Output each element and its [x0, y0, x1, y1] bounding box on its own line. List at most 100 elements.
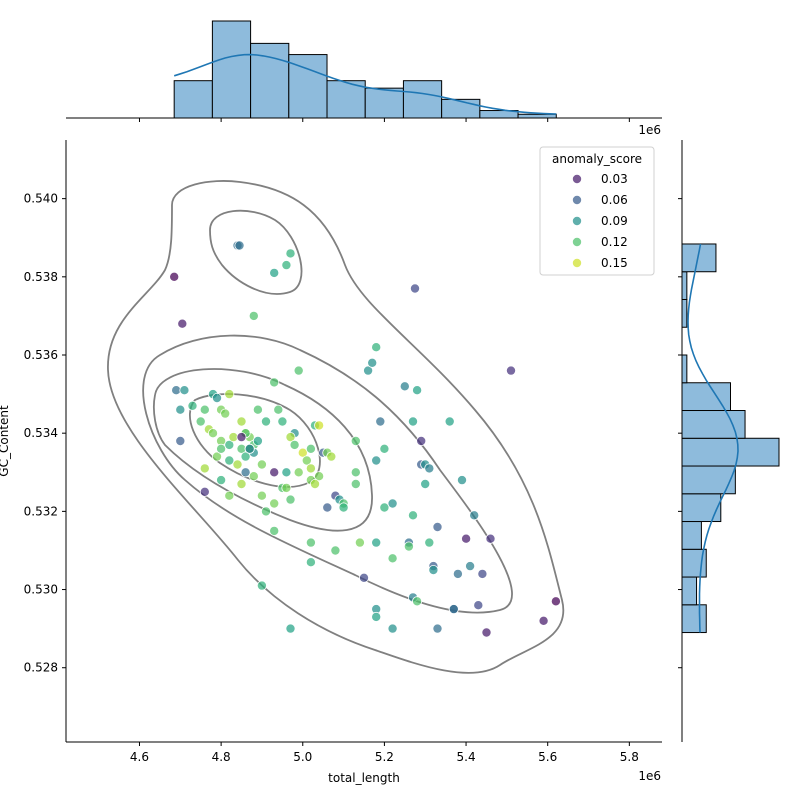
scatter-point-93: [371, 342, 382, 353]
scatter-point-16: [211, 392, 222, 403]
right-hist-bar-12: [681, 271, 688, 300]
scatter-point-7: [248, 310, 259, 321]
x-tick-label-6: 5.8: [620, 750, 639, 764]
x-tick-label-0: 4.6: [130, 750, 149, 764]
scatter-point-83: [322, 502, 333, 513]
right-marginal-histogram: [678, 140, 780, 742]
scatter-point-133: [387, 623, 398, 634]
right-hist-bar-5: [681, 465, 736, 495]
scatter-point-82: [309, 478, 320, 489]
scatter-point-72: [314, 471, 325, 482]
scatter-point-6: [285, 248, 296, 259]
scatter-point-14: [199, 404, 210, 415]
scatter-point-135: [412, 596, 423, 607]
scatter-point-75: [326, 451, 337, 462]
main-axes: 4.6 4.8 5.0 5.2 5.4 5.6 5.8 0.528 0.530 0.532 0.53…: [24, 140, 662, 764]
scatter-point-138: [448, 604, 459, 615]
x-tick-label-1: 4.8: [212, 750, 231, 764]
scatter-point-35: [175, 435, 186, 446]
y-tick-label-0: 0.528: [24, 661, 58, 675]
scatter-point-0: [169, 271, 180, 282]
scatter-point-90: [350, 435, 361, 446]
scatter-point-111: [461, 533, 472, 544]
x-offset-label: 1e6: [638, 769, 661, 783]
scatter-point-110: [456, 475, 467, 486]
scatter-point-65: [293, 467, 304, 478]
y-tick-label-1: 0.530: [24, 583, 58, 597]
scatter-point-113: [485, 533, 496, 544]
scatter-point-46: [240, 451, 251, 462]
scatter-point-129: [256, 580, 267, 591]
scatter-point-142: [550, 596, 561, 607]
scatter-point-91: [363, 365, 374, 376]
y-tick-label-6: 0.540: [24, 192, 58, 206]
scatter-point-120: [387, 553, 398, 564]
scatter-point-44: [248, 471, 259, 482]
scatter-point-12: [179, 385, 190, 396]
kde-contour-outer: [107, 180, 565, 674]
top-hist-bar-1: [211, 20, 252, 119]
scatter-point-31: [236, 416, 247, 427]
legend: anomaly_score 0.03 0.06 0.09 0.12 0.15: [539, 146, 655, 276]
top-hist-bar-6: [402, 80, 443, 119]
scatter-point-136: [432, 623, 443, 634]
right-hist-bar-0: [681, 604, 707, 634]
right-hist-bar-9: [681, 354, 688, 384]
scatter-point-114: [305, 537, 316, 548]
main-scatter-plot: 4.6 4.8 5.0 5.2 5.4 5.6 5.8 0.528 0.530 0.532 0.53…: [24, 140, 662, 764]
legend-box: [539, 146, 655, 276]
scatter-point-38: [216, 443, 227, 454]
right-hist-bar-6: [681, 437, 780, 467]
scatter-point-101: [407, 416, 418, 427]
scatter-point-52: [260, 416, 271, 427]
scatter-point-108: [432, 522, 443, 533]
kde-contour-upper-peak: [209, 209, 303, 295]
scatter-point-80: [281, 482, 292, 493]
scatter-point-92: [367, 357, 378, 368]
right-kde-curve: [687, 243, 739, 633]
scatter-point-24: [224, 439, 235, 450]
scatter-point-125: [428, 565, 439, 576]
scatter-point-18: [220, 408, 231, 419]
legend-label-0: 0.03: [601, 172, 628, 186]
scatter-point-89: [350, 467, 361, 478]
scatter-point-77: [260, 506, 271, 517]
scatter-point-116: [330, 545, 341, 556]
scatter-point-19: [224, 389, 235, 400]
kde-contours: [107, 180, 565, 674]
scatter-point-49: [199, 486, 210, 497]
scatter-point-118: [371, 537, 382, 548]
x-tick-label-2: 5.0: [293, 750, 312, 764]
scatter-point-71: [314, 420, 325, 431]
scatter-point-78: [269, 525, 280, 536]
scatter-point-132: [371, 611, 382, 622]
scatter-point-96: [371, 455, 382, 466]
scatter-point-13: [187, 400, 198, 411]
scatter-point-36: [199, 463, 210, 474]
legend-marker-2: [572, 215, 583, 226]
x-axis-title: total_length: [328, 771, 400, 785]
scatter-point-1: [177, 318, 188, 329]
scatter-point-51: [252, 404, 263, 415]
scatter-point-58: [285, 432, 296, 443]
scatter-point-45: [236, 432, 247, 443]
scatter-point-79: [285, 494, 296, 505]
y-tick-label-3: 0.534: [24, 426, 58, 440]
scatter-point-95: [379, 443, 390, 454]
scatter-point-130: [285, 623, 296, 634]
legend-label-1: 0.06: [601, 193, 628, 207]
scatter-point-11: [175, 404, 186, 415]
scatter-point-141: [538, 615, 549, 626]
scatter-point-99: [399, 381, 410, 392]
y-tick-label-2: 0.532: [24, 504, 58, 518]
x-tick-label-5: 5.6: [538, 750, 557, 764]
scatter-point-54: [273, 404, 284, 415]
scatter-point-98: [387, 498, 398, 509]
scatter-point-97: [379, 502, 390, 513]
scatter-point-139: [473, 600, 484, 611]
scatter-point-9: [505, 365, 516, 376]
kde-contour-3: [152, 368, 373, 532]
scatter-point-88: [350, 478, 361, 489]
y-axis-title: GC_Content: [0, 405, 11, 477]
